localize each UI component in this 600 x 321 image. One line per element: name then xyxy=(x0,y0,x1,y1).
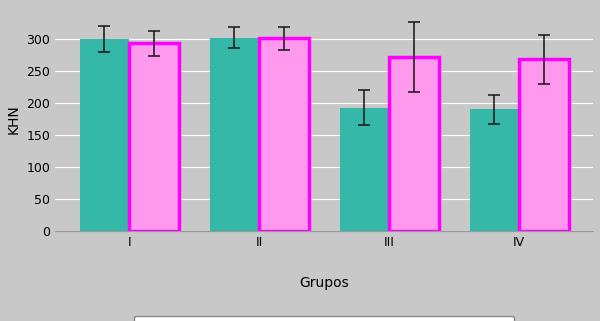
Bar xyxy=(470,109,519,231)
Bar xyxy=(519,59,569,231)
Bar xyxy=(259,38,308,231)
X-axis label: Grupos: Grupos xyxy=(299,276,349,290)
Bar xyxy=(210,38,259,231)
Bar xyxy=(80,39,129,231)
Legend: Dureza antes da profilaxia, Dureza após profilaxia: Dureza antes da profilaxia, Dureza após … xyxy=(134,316,514,321)
Bar xyxy=(340,108,389,231)
Y-axis label: KHN: KHN xyxy=(7,104,21,134)
Bar xyxy=(389,57,439,231)
Bar xyxy=(129,43,179,231)
